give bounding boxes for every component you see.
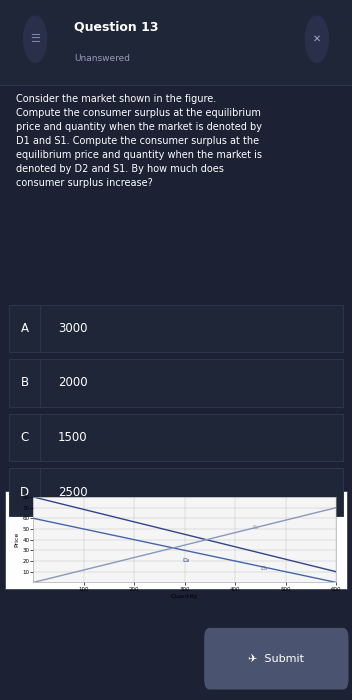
Text: 2000: 2000 — [58, 377, 88, 389]
FancyBboxPatch shape — [9, 304, 343, 352]
Text: Question 13: Question 13 — [74, 21, 158, 34]
Text: S₁: S₁ — [253, 525, 259, 530]
FancyBboxPatch shape — [0, 0, 352, 85]
X-axis label: Quantity: Quantity — [171, 594, 199, 599]
FancyBboxPatch shape — [9, 468, 343, 516]
Text: 2500: 2500 — [58, 486, 88, 498]
Text: B: B — [20, 377, 29, 389]
Text: D₁: D₁ — [260, 566, 268, 570]
Text: Consider the market shown in the figure.
Compute the consumer surplus at the equ: Consider the market shown in the figure.… — [16, 94, 262, 188]
FancyBboxPatch shape — [9, 414, 343, 461]
Text: D: D — [20, 486, 29, 498]
FancyBboxPatch shape — [5, 491, 347, 589]
Text: Unanswered: Unanswered — [74, 54, 130, 62]
Circle shape — [24, 16, 47, 62]
Text: ✕: ✕ — [313, 34, 321, 44]
FancyBboxPatch shape — [204, 628, 348, 690]
Text: 1500: 1500 — [58, 431, 88, 444]
FancyBboxPatch shape — [9, 359, 343, 407]
Text: 3000: 3000 — [58, 322, 88, 335]
Text: D₂: D₂ — [182, 558, 190, 563]
Text: ✈  Submit: ✈ Submit — [248, 654, 304, 664]
Text: C: C — [20, 431, 29, 444]
Text: ☰: ☰ — [30, 34, 40, 44]
Y-axis label: Price: Price — [14, 532, 19, 547]
Text: A: A — [21, 322, 29, 335]
Circle shape — [305, 16, 328, 62]
